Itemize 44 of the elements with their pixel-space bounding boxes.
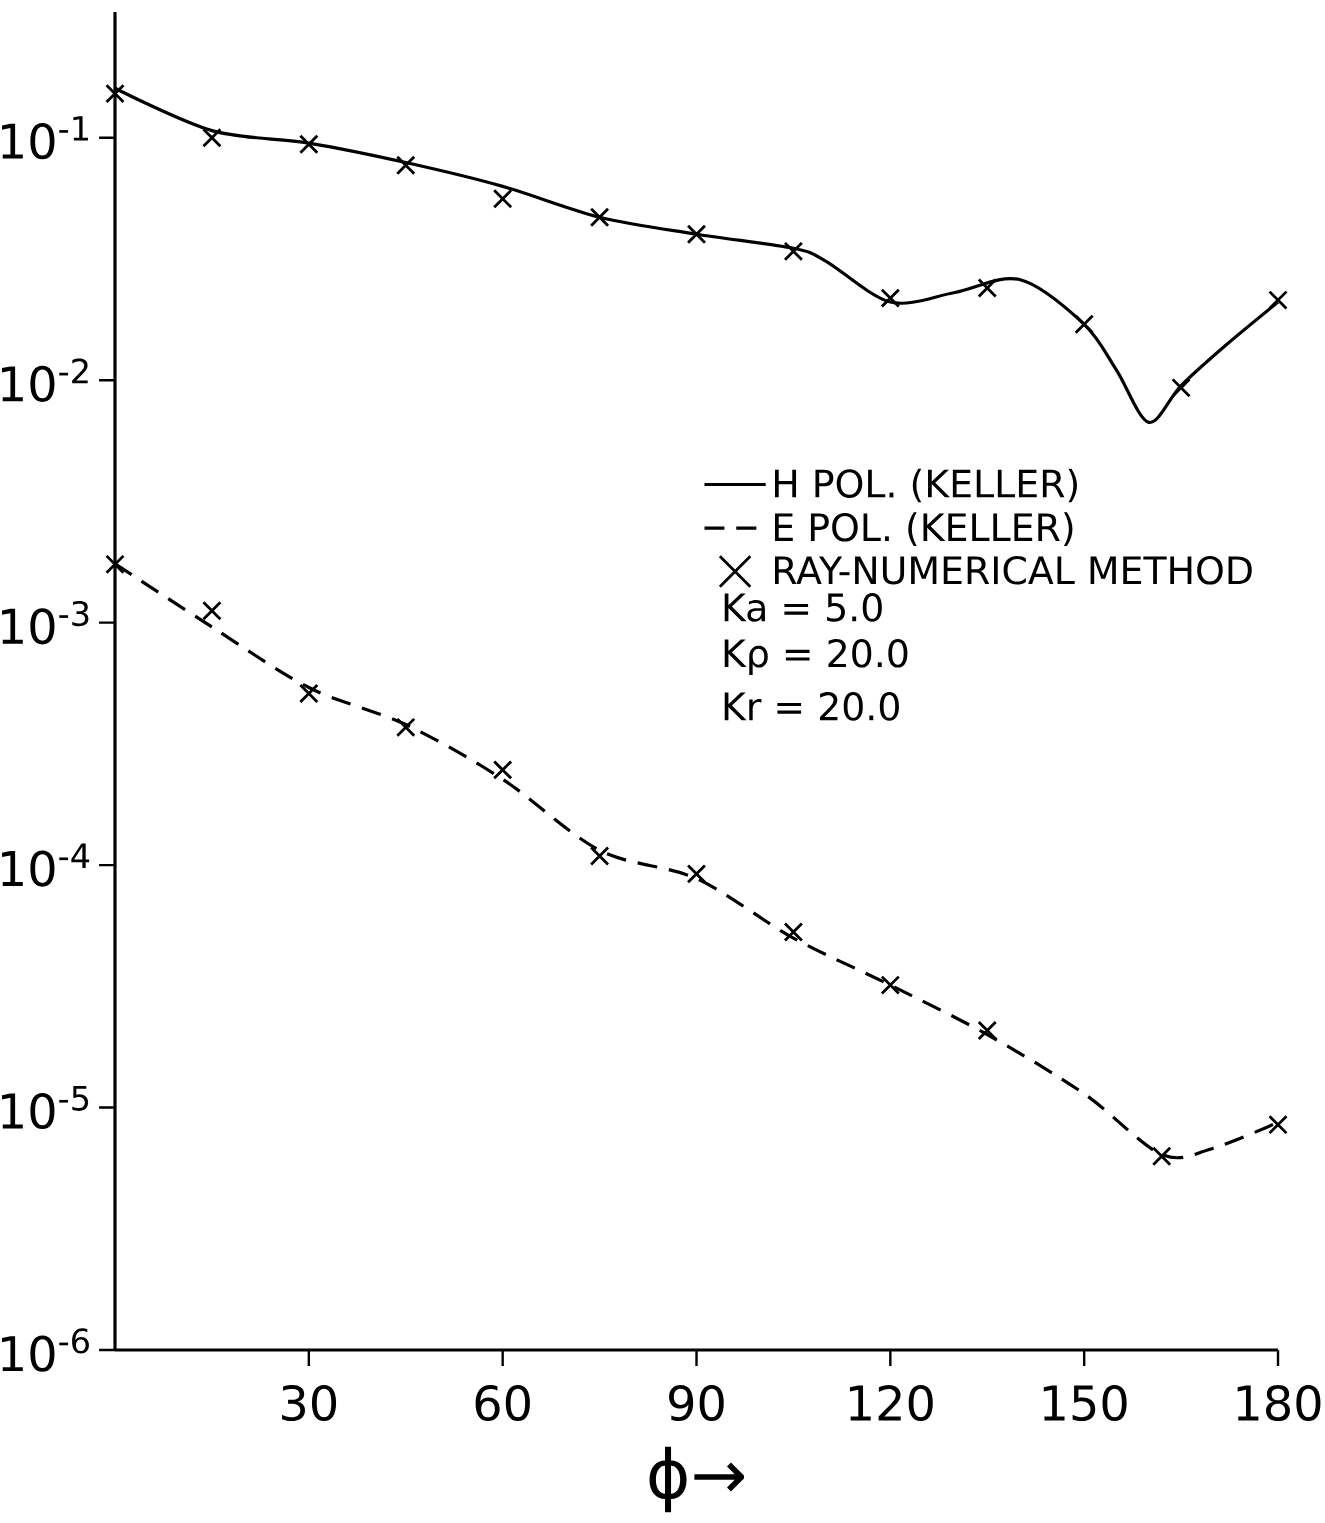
legend-label: E POL. (KELLER) [775, 512, 1073, 547]
point [589, 846, 610, 866]
point [977, 278, 998, 298]
x-axis-title: ϕ→ [649, 1446, 744, 1513]
annotation: Kρ = 20.0 [724, 638, 908, 675]
point [395, 155, 416, 176]
point [1171, 377, 1191, 398]
point [298, 134, 319, 155]
point [105, 83, 125, 104]
point [395, 717, 416, 738]
point [1151, 1146, 1172, 1167]
y-tick-label: 10$^{-2}$ [2, 358, 88, 402]
point [880, 975, 901, 995]
point [880, 288, 901, 308]
x-tick-label: 180 [1237, 1384, 1321, 1422]
point [1268, 1114, 1288, 1135]
point [1268, 290, 1288, 310]
y-tick-label: 10$^{-4}$ [2, 843, 90, 887]
point [686, 224, 707, 245]
x-tick-label: 150 [1043, 1384, 1127, 1422]
annotation: Ka = 5.0 [724, 593, 882, 622]
x-tick-label: 60 [475, 1384, 530, 1422]
point [492, 760, 513, 780]
y-tick-label: 10$^{-1}$ [2, 116, 88, 160]
y-tick-label: 10$^{-3}$ [2, 600, 89, 645]
point [977, 1020, 998, 1041]
point [202, 127, 222, 148]
y-tick-label: 10$^{-6}$ [2, 1328, 89, 1372]
x-tick-label: 30 [282, 1384, 337, 1422]
x-tick-label: 90 [669, 1384, 724, 1422]
point [298, 683, 319, 704]
point [783, 922, 804, 942]
point [686, 864, 707, 884]
point [105, 554, 125, 575]
legend-label: RAY-NUMERICAL METHOD [775, 555, 1252, 585]
y-tick-label: 10$^{-5}$ [2, 1086, 89, 1130]
point [492, 188, 513, 209]
point [783, 241, 804, 262]
x-tick-label: 120 [849, 1384, 933, 1422]
legend-label: H POL. (KELLER) [775, 468, 1077, 503]
point [1074, 314, 1095, 335]
point [202, 600, 222, 621]
point [589, 207, 610, 228]
annotation: Kr = 20.0 [724, 692, 899, 721]
